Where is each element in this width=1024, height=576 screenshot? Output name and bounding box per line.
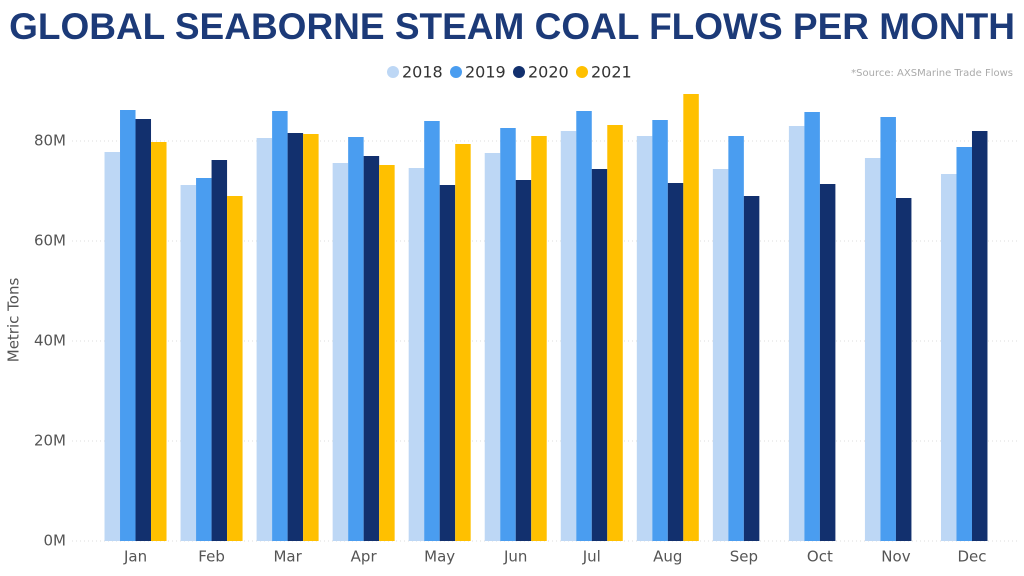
y-tick-label: 0M <box>44 532 67 550</box>
bar <box>408 168 425 541</box>
bar <box>515 180 532 541</box>
bar <box>211 160 228 541</box>
y-tick-label: 60M <box>34 232 66 250</box>
legend-marker <box>576 66 588 78</box>
legend-marker <box>513 66 525 78</box>
legend-label: 2019 <box>465 63 506 82</box>
x-tick-label: Jan <box>123 548 147 566</box>
x-tick-label: Nov <box>881 548 910 566</box>
x-tick-label: Oct <box>807 548 833 566</box>
bar <box>636 136 653 541</box>
bar <box>591 169 608 541</box>
bar <box>363 156 380 541</box>
bar <box>956 147 972 541</box>
bar <box>500 128 516 541</box>
bar <box>940 174 957 541</box>
x-tick-label: Mar <box>273 548 302 566</box>
bar <box>712 169 729 541</box>
x-tick-label: Apr <box>351 548 378 566</box>
x-tick-label: Dec <box>957 548 986 566</box>
bar <box>303 134 319 541</box>
source-note: *Source: AXSMarine Trade Flows <box>851 68 1013 79</box>
bar <box>180 185 197 541</box>
bar <box>895 198 912 541</box>
bar <box>379 165 395 541</box>
bar <box>683 94 699 541</box>
bar <box>804 112 820 541</box>
bar <box>484 153 501 541</box>
legend-marker <box>450 66 462 78</box>
bar <box>348 137 364 541</box>
x-tick-label: Aug <box>653 548 682 566</box>
legend-label: 2018 <box>402 63 443 82</box>
bar <box>424 121 440 541</box>
legend-label: 2020 <box>528 63 569 82</box>
x-tick-label: Jul <box>582 548 601 566</box>
x-tick-label: Feb <box>198 548 225 566</box>
bar <box>667 183 684 541</box>
bar <box>135 119 152 541</box>
bar <box>104 152 121 541</box>
bar <box>196 178 212 541</box>
x-tick-label: Sep <box>730 548 758 566</box>
legend-label: 2021 <box>591 63 632 82</box>
bar <box>743 196 760 541</box>
bar <box>576 111 592 541</box>
x-tick-label: Jun <box>503 548 527 566</box>
y-tick-label: 20M <box>34 432 66 450</box>
bar <box>332 163 349 541</box>
bar <box>287 133 304 541</box>
legend-marker <box>387 66 399 78</box>
y-tick-label: 80M <box>34 132 66 150</box>
bar <box>864 158 881 541</box>
bar <box>560 131 577 541</box>
bar <box>607 125 623 541</box>
x-tick-label: May <box>424 548 455 566</box>
bar <box>256 138 273 541</box>
bar <box>880 117 896 541</box>
bar <box>819 184 836 541</box>
bar <box>652 120 668 541</box>
bar <box>151 142 167 541</box>
chart-title: GLOBAL SEABORNE STEAM COAL FLOWS PER MON… <box>9 6 1015 47</box>
bar <box>455 144 471 541</box>
bar <box>971 131 988 541</box>
bar <box>728 136 744 541</box>
bar <box>531 136 547 541</box>
bar <box>788 126 805 541</box>
bar <box>120 110 136 541</box>
y-tick-label: 40M <box>34 332 66 350</box>
bar <box>439 185 456 541</box>
y-axis-label: Metric Tons <box>5 278 23 363</box>
bar <box>272 111 288 541</box>
bar <box>227 196 243 541</box>
